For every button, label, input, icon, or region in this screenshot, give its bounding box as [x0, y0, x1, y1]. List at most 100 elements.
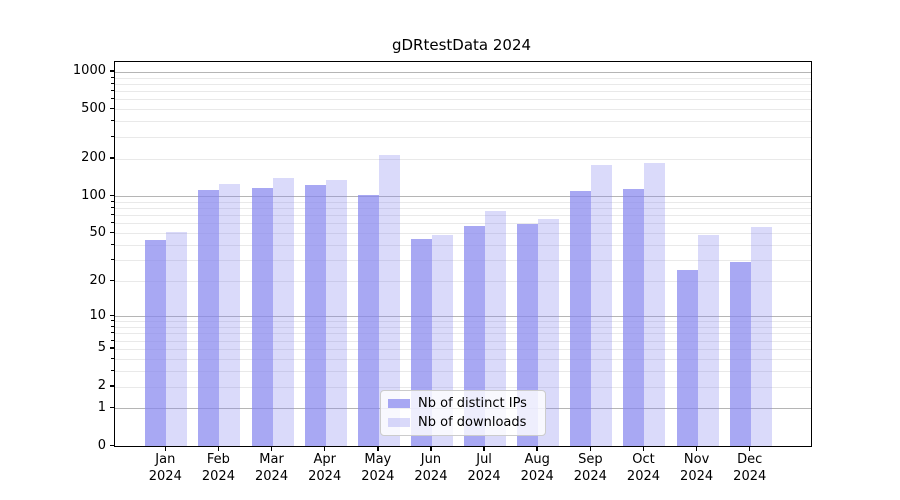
- gridline-minor: [114, 358, 811, 360]
- y-tick-label: 50: [89, 224, 106, 240]
- x-tick-mark: [642, 446, 645, 451]
- bar-jan-downloads: [166, 232, 188, 446]
- y-tick-mark-minor: [111, 259, 114, 261]
- x-tick-mark: [589, 446, 592, 451]
- gridline-minor: [114, 321, 811, 323]
- y-tick-mark-minor: [111, 76, 114, 78]
- gridline-minor: [114, 91, 811, 93]
- y-tick-label: 500: [81, 100, 106, 116]
- y-tick-mark-minor: [111, 385, 114, 387]
- x-tick-label-feb: Feb 2024: [201, 452, 235, 484]
- y-tick-label: 1: [97, 399, 106, 415]
- y-tick-mark-minor: [111, 120, 114, 122]
- x-tick-label-jul: Jul 2024: [467, 452, 501, 484]
- bar-mar-distinct-ips: [251, 188, 273, 446]
- y-tick-mark-minor: [111, 339, 114, 341]
- x-tick-mark: [217, 446, 220, 451]
- gridline-major: [114, 316, 811, 318]
- x-tick-mark: [536, 446, 538, 451]
- chart-title: gDRtestData 2024: [391, 36, 532, 54]
- x-tick-label-sep: Sep 2024: [573, 452, 607, 484]
- x-tick-mark: [695, 446, 698, 451]
- bar-feb-distinct-ips: [198, 189, 220, 446]
- bar-nov-downloads: [697, 235, 719, 446]
- y-tick-mark-minor: [111, 214, 114, 216]
- bar-oct-distinct-ips: [623, 188, 645, 446]
- x-tick-label-nov: Nov 2024: [680, 452, 714, 484]
- bar-jul-downloads: [485, 211, 507, 446]
- x-tick-mark: [164, 446, 167, 451]
- y-tick-mark-minor: [111, 357, 114, 359]
- y-tick-label: 5: [97, 340, 106, 356]
- bar-nov-distinct-ips: [676, 269, 698, 446]
- y-tick-mark-minor: [111, 280, 114, 282]
- gridline-minor: [114, 158, 811, 160]
- y-tick-mark-minor: [111, 157, 114, 159]
- y-tick-mark: [109, 444, 114, 446]
- gridline-minor: [114, 83, 811, 85]
- gridline-minor: [114, 77, 811, 79]
- legend-label-distinct-ips: Nb of distinct IPs: [418, 396, 527, 411]
- legend-swatch-distinct-ips: [388, 398, 410, 409]
- x-tick-label-oct: Oct 2024: [626, 452, 661, 484]
- gridline-minor: [114, 109, 811, 111]
- bar-feb-downloads: [219, 183, 241, 446]
- gridline-minor: [114, 121, 811, 123]
- y-tick-mark-minor: [111, 243, 114, 245]
- x-tick-label-jan: Jan 2024: [148, 452, 182, 484]
- bar-apr-distinct-ips: [304, 185, 326, 446]
- y-tick-mark-minor: [111, 207, 114, 209]
- gridline-minor: [114, 386, 811, 388]
- y-tick-mark-minor: [111, 320, 114, 322]
- y-tick-mark-minor: [111, 108, 114, 110]
- y-tick-mark: [109, 406, 114, 409]
- bar-sep-distinct-ips: [570, 191, 592, 446]
- x-tick-label-jun: Jun 2024: [414, 452, 448, 484]
- y-tick-label: 10: [89, 307, 106, 323]
- x-tick-mark: [430, 446, 432, 451]
- legend-item-downloads: Nb of downloads: [381, 415, 545, 430]
- legend-swatch-downloads: [388, 417, 410, 428]
- y-tick-mark: [109, 314, 114, 317]
- gridline-minor: [114, 208, 811, 210]
- legend-label-downloads: Nb of downloads: [418, 415, 527, 430]
- bar-jan-distinct-ips: [145, 239, 167, 446]
- gridline-minor: [114, 333, 811, 335]
- bar-may-downloads: [378, 154, 400, 446]
- gridline-minor: [114, 348, 811, 350]
- gridline-minor: [114, 233, 811, 235]
- x-tick-mark: [323, 446, 326, 451]
- y-tick-label: 2: [97, 378, 106, 393]
- gridline-minor: [114, 370, 811, 372]
- gridline-minor: [114, 244, 811, 246]
- gridline-minor: [114, 281, 811, 283]
- gridline-major: [114, 196, 811, 198]
- gridline-major: [114, 71, 811, 73]
- bar-sep-downloads: [591, 165, 613, 446]
- bar-may-distinct-ips: [357, 194, 379, 446]
- bar-aug-downloads: [538, 219, 560, 446]
- x-tick-label-mar: Mar 2024: [255, 452, 289, 484]
- y-tick-mark-minor: [111, 222, 114, 224]
- y-tick-mark-minor: [111, 232, 114, 234]
- y-tick-mark-minor: [111, 369, 114, 371]
- y-tick-label: 0: [97, 437, 106, 453]
- y-tick-mark-minor: [111, 326, 114, 327]
- x-tick-label-apr: Apr 2024: [308, 452, 342, 484]
- gridline-minor: [114, 201, 811, 203]
- gridline-minor: [114, 215, 811, 217]
- y-tick-mark-minor: [111, 347, 114, 349]
- legend: Nb of distinct IPs Nb of downloads: [380, 390, 546, 436]
- x-tick-label-dec: Dec 2024: [733, 452, 767, 484]
- y-tick-mark-minor: [111, 135, 114, 137]
- gridline-minor: [114, 223, 811, 225]
- x-tick-mark: [270, 446, 273, 451]
- gridline-minor: [114, 136, 811, 138]
- x-tick-label-aug: Aug 2024: [520, 452, 554, 484]
- y-tick-label: 200: [81, 150, 106, 166]
- bar-dec-distinct-ips: [729, 261, 751, 446]
- bar-mar-downloads: [272, 178, 294, 446]
- y-tick-mark-minor: [111, 332, 114, 334]
- y-tick-mark-minor: [111, 200, 114, 202]
- x-tick-label-may: May 2024: [361, 452, 395, 484]
